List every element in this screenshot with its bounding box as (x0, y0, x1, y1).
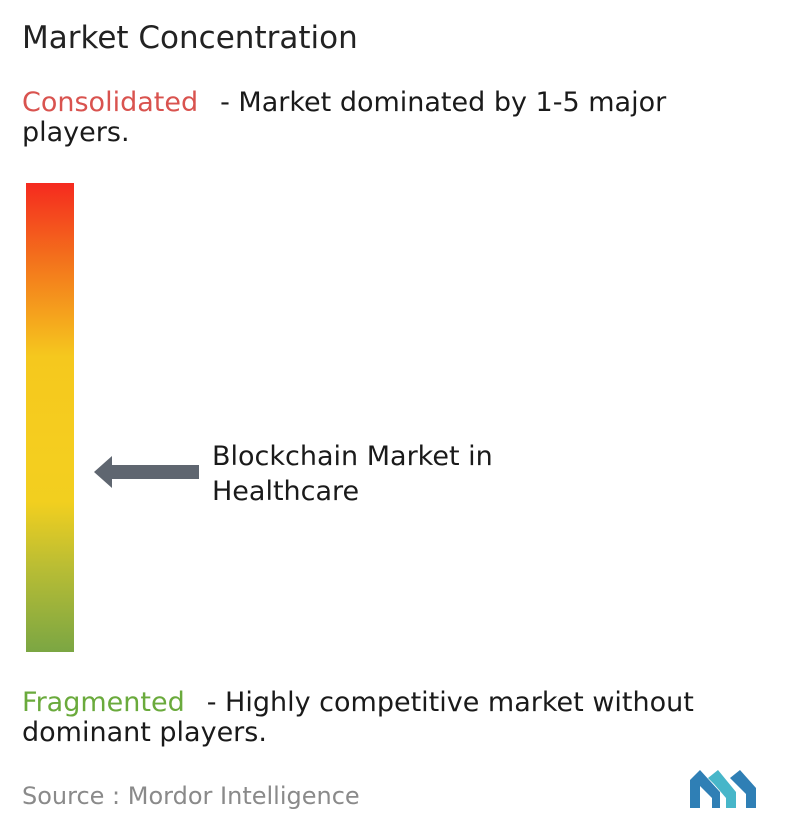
concentration-gauge-bar (26, 183, 74, 652)
consolidated-description: - Market dominated by 1-5 major players. (22, 87, 667, 148)
arrow-icon (94, 456, 199, 488)
market-position-arrow (94, 456, 199, 488)
market-position-label: Blockchain Market in Healthcare (212, 440, 493, 507)
chart-title: Market Concentration (22, 20, 358, 56)
fragmented-description: - Highly competitive market without domi… (22, 687, 694, 748)
consolidated-legend: Consolidated - Market dominated by 1-5 ma… (22, 88, 782, 148)
consolidated-term: Consolidated (22, 87, 199, 118)
fragmented-legend: Fragmented - Highly competitive market wi… (22, 688, 782, 748)
source-credit: Source : Mordor Intelligence (22, 782, 360, 810)
mordor-intelligence-logo (690, 770, 756, 808)
fragmented-term: Fragmented (22, 687, 185, 718)
